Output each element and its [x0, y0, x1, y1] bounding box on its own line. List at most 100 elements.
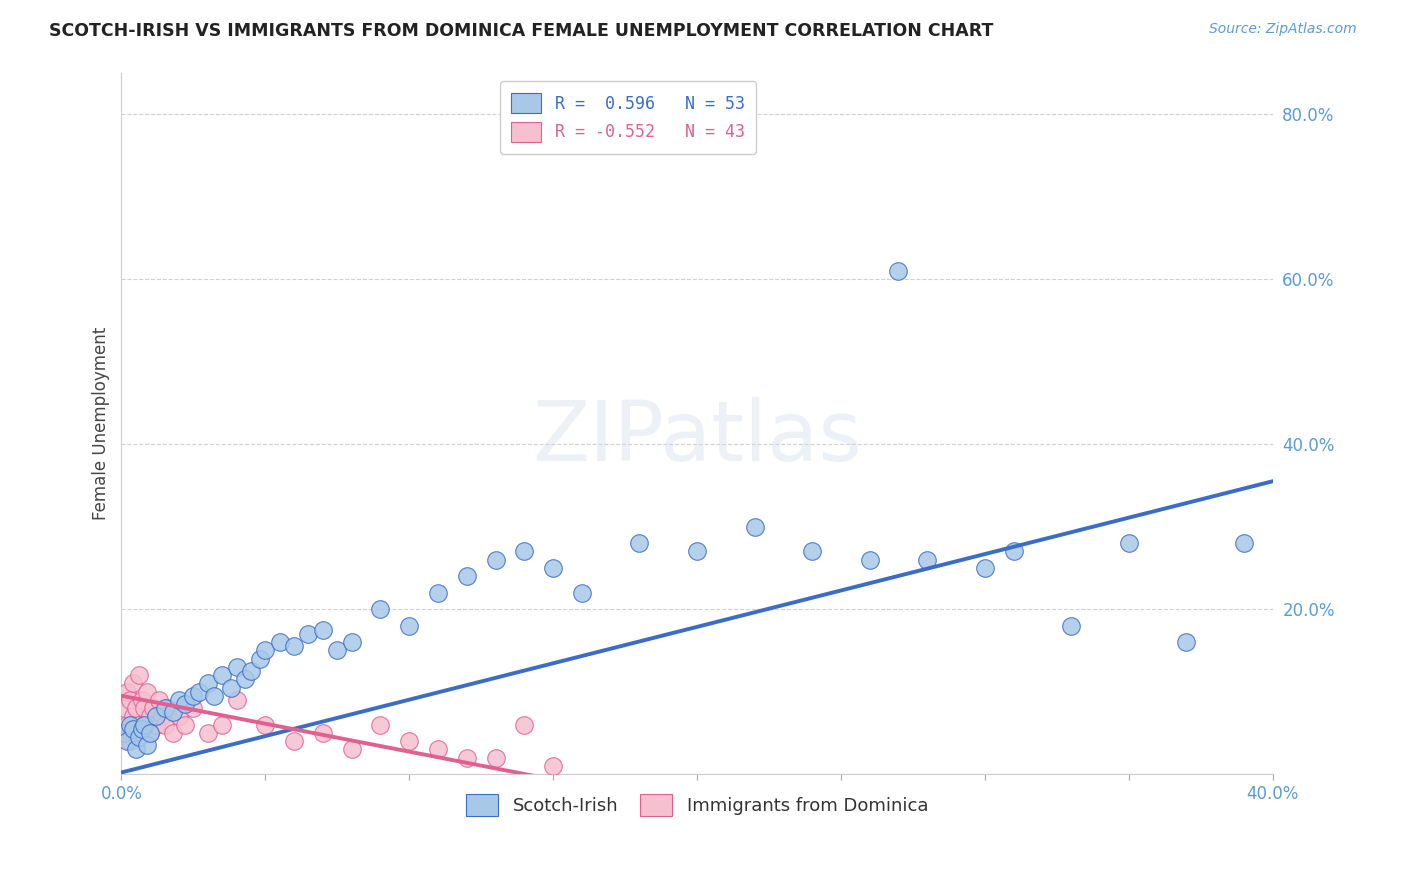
Point: [427, 585, 450, 599]
Point: [112, 726, 135, 740]
Point: [173, 717, 195, 731]
Point: [225, 660, 247, 674]
Point: [239, 664, 262, 678]
Point: [427, 742, 450, 756]
Point: [340, 742, 363, 756]
Point: [167, 693, 190, 707]
Point: [456, 750, 478, 764]
Point: [484, 552, 506, 566]
Point: [398, 734, 420, 748]
Text: ZIPatlas: ZIPatlas: [531, 397, 862, 478]
Point: [128, 730, 150, 744]
Point: [456, 569, 478, 583]
Point: [112, 701, 135, 715]
Point: [312, 623, 335, 637]
Point: [131, 726, 153, 740]
Point: [153, 701, 176, 715]
Point: [125, 701, 148, 715]
Point: [484, 750, 506, 764]
Point: [249, 651, 271, 665]
Point: [183, 689, 205, 703]
Point: [162, 705, 184, 719]
Point: [915, 552, 938, 566]
Point: [541, 759, 564, 773]
Point: [134, 717, 156, 731]
Point: [211, 668, 233, 682]
Point: [125, 726, 148, 740]
Point: [197, 676, 219, 690]
Point: [571, 585, 593, 599]
Text: SCOTCH-IRISH VS IMMIGRANTS FROM DOMINICA FEMALE UNEMPLOYMENT CORRELATION CHART: SCOTCH-IRISH VS IMMIGRANTS FROM DOMINICA…: [49, 22, 994, 40]
Point: [211, 717, 233, 731]
Legend: Scotch-Irish, Immigrants from Dominica: Scotch-Irish, Immigrants from Dominica: [457, 785, 938, 825]
Point: [148, 693, 170, 707]
Point: [125, 742, 148, 756]
Point: [136, 684, 159, 698]
Point: [139, 726, 162, 740]
Point: [801, 544, 824, 558]
Point: [312, 726, 335, 740]
Point: [145, 717, 167, 731]
Point: [131, 693, 153, 707]
Point: [370, 602, 392, 616]
Point: [139, 709, 162, 723]
Point: [122, 722, 145, 736]
Point: [173, 697, 195, 711]
Point: [254, 717, 277, 731]
Point: [513, 717, 536, 731]
Point: [128, 717, 150, 731]
Point: [122, 676, 145, 690]
Point: [134, 717, 156, 731]
Point: [513, 544, 536, 558]
Point: [131, 722, 153, 736]
Point: [225, 693, 247, 707]
Point: [183, 701, 205, 715]
Point: [297, 627, 319, 641]
Point: [744, 519, 766, 533]
Point: [233, 673, 256, 687]
Point: [1233, 536, 1256, 550]
Point: [115, 717, 138, 731]
Point: [120, 693, 142, 707]
Point: [269, 635, 291, 649]
Point: [112, 726, 135, 740]
Point: [120, 717, 142, 731]
Point: [142, 701, 165, 715]
Point: [120, 734, 142, 748]
Point: [283, 640, 305, 654]
Point: [973, 561, 995, 575]
Point: [122, 709, 145, 723]
Point: [162, 726, 184, 740]
Point: [202, 689, 225, 703]
Point: [887, 264, 910, 278]
Point: [1002, 544, 1025, 558]
Point: [150, 709, 173, 723]
Point: [628, 536, 651, 550]
Y-axis label: Female Unemployment: Female Unemployment: [93, 327, 110, 520]
Point: [541, 561, 564, 575]
Point: [153, 717, 176, 731]
Text: Source: ZipAtlas.com: Source: ZipAtlas.com: [1209, 22, 1357, 37]
Point: [1175, 635, 1198, 649]
Point: [136, 738, 159, 752]
Point: [326, 643, 349, 657]
Point: [188, 684, 211, 698]
Point: [197, 726, 219, 740]
Point: [115, 734, 138, 748]
Point: [219, 681, 242, 695]
Point: [115, 684, 138, 698]
Point: [145, 709, 167, 723]
Point: [167, 709, 190, 723]
Point: [859, 552, 882, 566]
Point: [1060, 618, 1083, 632]
Point: [128, 668, 150, 682]
Point: [283, 734, 305, 748]
Point: [686, 544, 709, 558]
Point: [139, 726, 162, 740]
Point: [254, 643, 277, 657]
Point: [340, 635, 363, 649]
Point: [398, 618, 420, 632]
Point: [1118, 536, 1140, 550]
Point: [156, 701, 179, 715]
Point: [370, 717, 392, 731]
